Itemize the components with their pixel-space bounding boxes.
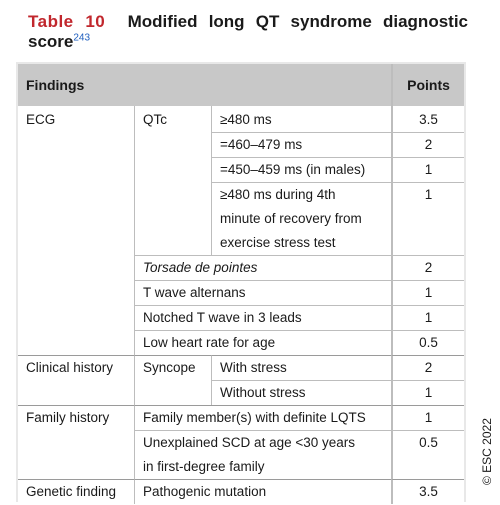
table-row: =450–459 ms (in males) 1	[18, 157, 464, 182]
table-number: Table 10	[28, 12, 106, 31]
category-clinical-history: Clinical history	[18, 355, 134, 405]
criterion-cell: ≥480 ms	[211, 106, 391, 132]
points-cell: 2	[391, 355, 464, 380]
criterion-cell: =450–459 ms (in males)	[211, 157, 391, 182]
table-row: ECG QTc ≥480 ms 3.5	[18, 106, 464, 255]
criterion-cell: Low heart rate for age	[134, 330, 391, 355]
table-row: T wave alternans 1	[18, 280, 464, 305]
points-cell: 2	[391, 255, 464, 280]
subcategory-syncope: Syncope	[134, 355, 211, 405]
table-row: Unexplained SCD at age <30 years in firs…	[18, 430, 464, 479]
table-row: =460–479 ms 2	[18, 132, 464, 157]
criterion-cell: Unexplained SCD at age <30 years in firs…	[134, 430, 391, 479]
criterion-cell: Pathogenic mutation	[134, 479, 391, 504]
points-cell: 0.5	[391, 430, 464, 479]
criterion-cell: ≥480 ms during 4th minute of recovery fr…	[211, 182, 391, 255]
table-row: Clinical history Syncope With stress 2	[18, 355, 464, 405]
criterion-cell: Family member(s) with definite LQTS	[134, 405, 391, 430]
diagnostic-score-table: Findings Points ECG QTc ≥480 ms 3.5 =460…	[18, 64, 464, 504]
points-cell: 1	[391, 380, 464, 405]
reference-link[interactable]: 243	[73, 32, 91, 44]
table-row: Notched T wave in 3 leads 1	[18, 305, 464, 330]
category-ecg: ECG	[26, 112, 56, 127]
category-family-history: Family history	[18, 405, 134, 479]
criterion-cell: T wave alternans	[134, 280, 391, 305]
table-caption: Modified long QT syndrome diagnostic sco…	[28, 12, 468, 51]
table-header-row: Findings Points	[18, 64, 464, 106]
points-cell: 3.5	[391, 106, 464, 132]
category-genetic-finding: Genetic finding	[18, 479, 134, 504]
criterion-cell: =460–479 ms	[211, 132, 391, 157]
points-cell: 0.5	[391, 330, 464, 355]
points-cell: 3.5	[391, 479, 464, 504]
points-cell: 1	[391, 280, 464, 305]
criterion-cell: With stress	[211, 355, 391, 380]
table-row: ≥480 ms during 4th minute of recovery fr…	[18, 182, 464, 255]
points-cell: 2	[391, 132, 464, 157]
table-row: Low heart rate for age 0.5	[18, 330, 464, 355]
table-title: Table 10 Modified long QT syndrome diagn…	[28, 12, 468, 52]
criterion-cell: Torsade de pointes	[134, 255, 391, 280]
table-row: Without stress 1	[18, 380, 464, 405]
header-findings: Findings	[18, 64, 391, 106]
points-cell: 1	[391, 305, 464, 330]
table-row: Family history Family member(s) with def…	[18, 405, 464, 430]
criterion-cell: Without stress	[211, 380, 391, 405]
table-row: Torsade de pointes 2	[18, 255, 464, 280]
points-cell: 1	[391, 182, 464, 255]
copyright-notice: © ESC 2022	[480, 418, 494, 485]
table-row: Genetic finding Pathogenic mutation 3.5	[18, 479, 464, 504]
subcategory-qtc: QTc	[134, 106, 211, 255]
criterion-cell: Notched T wave in 3 leads	[134, 305, 391, 330]
points-cell: 1	[391, 405, 464, 430]
header-points: Points	[391, 64, 464, 106]
points-cell: 1	[391, 157, 464, 182]
